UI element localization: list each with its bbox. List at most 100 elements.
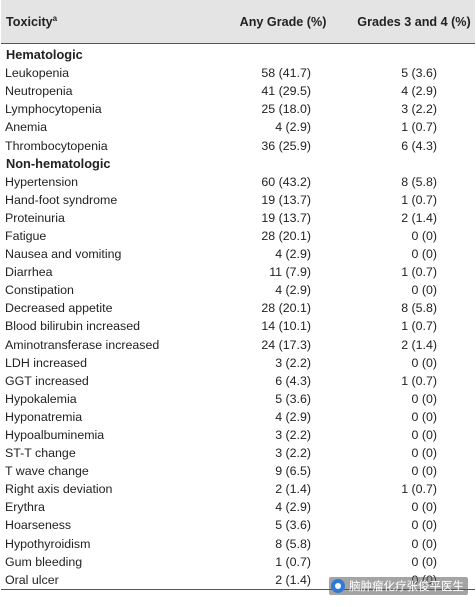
table-row: Lymphocytopenia 25 (18.0) 3 (2.2) xyxy=(1,100,475,118)
any-grade-cell: 41 (29.5) xyxy=(261,84,311,99)
grade-3-4-cell: 0 (0) xyxy=(411,409,437,424)
any-grade-cell: 4 (2.9) xyxy=(275,247,311,262)
toxicity-name-cell: Hypertension xyxy=(5,174,79,189)
any-grade-cell: 25 (18.0) xyxy=(261,102,311,117)
table-row: Decreased appetite 28 (20.1) 8 (5.8) xyxy=(1,299,475,317)
toxicity-table: Toxicitya Any Grade (%) Grades 3 and 4 (… xyxy=(1,0,475,590)
table-row: Gum bleeding 1 (0.7) 0 (0) xyxy=(1,553,475,571)
toxicity-name-cell: Gum bleeding xyxy=(5,554,83,569)
grade-3-4-cell: 0 (0) xyxy=(411,247,437,262)
grade-3-4-cell: 6 (4.3) xyxy=(401,138,437,153)
grade-3-4-cell: 0 (0) xyxy=(411,428,437,443)
table-row: Neutropenia 41 (29.5) 4 (2.9) xyxy=(1,82,475,100)
toxicity-name-cell: Oral ulcer xyxy=(1,570,213,590)
grade-3-4-cell: 5 (3.6) xyxy=(401,66,437,81)
grade-3-4-cell: 1 (0.7) xyxy=(401,192,437,207)
toxicity-name-cell: Right axis deviation xyxy=(5,482,113,497)
table-row: Right axis deviation 2 (1.4) 1 (0.7) xyxy=(1,480,475,498)
toxicity-name-cell: Hyponatremia xyxy=(5,409,83,424)
table-header: Toxicitya Any Grade (%) Grades 3 and 4 (… xyxy=(1,0,475,44)
any-grade-cell: 6 (4.3) xyxy=(275,373,311,388)
toxicity-name-cell: Decreased appetite xyxy=(5,301,113,316)
grade-3-4-cell: 0 (0) xyxy=(411,464,437,479)
grade-3-4-cell: 0 (0) xyxy=(411,554,437,569)
grade-3-4-cell: 2 (1.4) xyxy=(401,337,437,352)
any-grade-cell: 28 (20.1) xyxy=(261,228,311,243)
table-row: Proteinuria 19 (13.7) 2 (1.4) xyxy=(1,209,475,227)
toxicity-name-cell: Lymphocytopenia xyxy=(5,102,102,117)
toxicity-name-cell: ST-T change xyxy=(5,446,76,461)
any-grade-cell: 4 (2.9) xyxy=(275,409,311,424)
any-grade-cell: 19 (13.7) xyxy=(261,192,311,207)
toxicity-name-cell: Hoarseness xyxy=(5,518,72,533)
grade-3-4-cell: 0 (0) xyxy=(411,518,437,533)
toxicity-name-cell: Hypokalemia xyxy=(5,391,77,406)
grade-3-4-cell: 0 (0) xyxy=(411,536,437,551)
any-grade-cell: 58 (41.7) xyxy=(261,66,311,81)
any-grade-cell: 28 (20.1) xyxy=(261,301,311,316)
any-grade-cell: 19 (13.7) xyxy=(261,210,311,225)
section-header-row: Hematologic xyxy=(1,44,475,65)
table-row: Fatigue 28 (20.1) 0 (0) xyxy=(1,227,475,245)
footnote-marker: a xyxy=(52,13,58,23)
table-row: Diarrhea 11 (7.9) 1 (0.7) xyxy=(1,263,475,281)
header-row: Toxicitya Any Grade (%) Grades 3 and 4 (… xyxy=(1,0,475,44)
grade-3-4-cell: 4 (2.9) xyxy=(401,84,437,99)
toxicity-name-cell: Erythra xyxy=(5,500,45,515)
table-row: GGT increased 6 (4.3) 1 (0.7) xyxy=(1,372,475,390)
toxicity-name-cell: T wave change xyxy=(5,464,89,479)
any-grade-cell: 14 (10.1) xyxy=(261,319,311,334)
any-grade-cell: 11 (7.9) xyxy=(269,265,311,280)
table-row: ST-T change 3 (2.2) 0 (0) xyxy=(1,444,475,462)
toxicity-name-cell: Fatigue xyxy=(5,228,47,243)
any-grade-cell: 4 (2.9) xyxy=(275,283,311,298)
table-row: Constipation 4 (2.9) 0 (0) xyxy=(1,281,475,299)
grade-3-4-cell: 1 (0.7) xyxy=(401,373,437,388)
toxicity-name-cell: Proteinuria xyxy=(5,210,65,225)
header-any-grade: Any Grade (%) xyxy=(213,0,335,44)
toxicity-name-cell: Hypoalbuminemia xyxy=(5,428,105,443)
toxicity-name-cell: Hand-foot syndrome xyxy=(5,192,118,207)
any-grade-cell: 24 (17.3) xyxy=(261,337,311,352)
any-grade-cell: 4 (2.9) xyxy=(275,120,311,135)
any-grade-cell: 2 (1.4) xyxy=(275,482,311,497)
section-title: Non-hematologic xyxy=(6,155,111,171)
any-grade-cell: 5 (3.6) xyxy=(275,391,311,406)
toxicity-name-cell: GGT increased xyxy=(5,373,89,388)
grade-3-4-cell: 1 (0.7) xyxy=(401,265,437,280)
table-row: Hand-foot syndrome 19 (13.7) 1 (0.7) xyxy=(1,191,475,209)
table-row: Erythra 4 (2.9) 0 (0) xyxy=(1,498,475,516)
any-grade-cell: 8 (5.8) xyxy=(275,536,311,551)
grade-3-4-cell: 3 (2.2) xyxy=(401,102,437,117)
header-toxicity: Toxicitya xyxy=(1,0,213,44)
table-row: Thrombocytopenia 36 (25.9) 6 (4.3) xyxy=(1,136,475,154)
grade-3-4-cell: 1 (0.7) xyxy=(401,482,437,497)
header-toxicity-label: Toxicity xyxy=(6,14,53,29)
table-row: Hoarseness 5 (3.6) 0 (0) xyxy=(1,516,475,534)
toxicity-name-cell: Leukopenia xyxy=(5,66,70,81)
any-grade-cell: 36 (25.9) xyxy=(261,138,311,153)
table-row: Hypokalemia 5 (3.6) 0 (0) xyxy=(1,390,475,408)
grade-3-4-cell: 2 (1.4) xyxy=(401,210,437,225)
toxicity-name-cell: Blood bilirubin increased xyxy=(5,319,141,334)
grade-3-4-cell: 0 (0) xyxy=(411,391,437,406)
grade-3-4-cell: 0 (0) xyxy=(411,283,437,298)
toxicity-name-cell: LDH increased xyxy=(5,355,87,370)
any-grade-cell: 60 (43.2) xyxy=(261,174,311,189)
table-row: Aminotransferase increased 24 (17.3) 2 (1.… xyxy=(1,336,475,354)
any-grade-cell: 2 (1.4) xyxy=(213,570,335,590)
grade-3-4-cell: 8 (5.8) xyxy=(401,301,437,316)
section-header-row: Non-hematologic xyxy=(1,155,475,173)
table-row: Hypoalbuminemia 3 (2.2) 0 (0) xyxy=(1,426,475,444)
table-row: Hypothyroidism 8 (5.8) 0 (0) xyxy=(1,535,475,553)
any-grade-cell: 3 (2.2) xyxy=(275,446,311,461)
table-row: T wave change 9 (6.5) 0 (0) xyxy=(1,462,475,480)
table-row: LDH increased 3 (2.2) 0 (0) xyxy=(1,354,475,372)
table-row: Anemia 4 (2.9) 1 (0.7) xyxy=(1,118,475,136)
header-grades-3-4: Grades 3 and 4 (%) xyxy=(335,0,475,44)
toxicity-name-cell: Hypothyroidism xyxy=(5,536,91,551)
toxicity-name-cell: Anemia xyxy=(5,120,48,135)
grade-3-4-cell: 0 (0) xyxy=(411,228,437,243)
any-grade-cell: 3 (2.2) xyxy=(275,428,311,443)
